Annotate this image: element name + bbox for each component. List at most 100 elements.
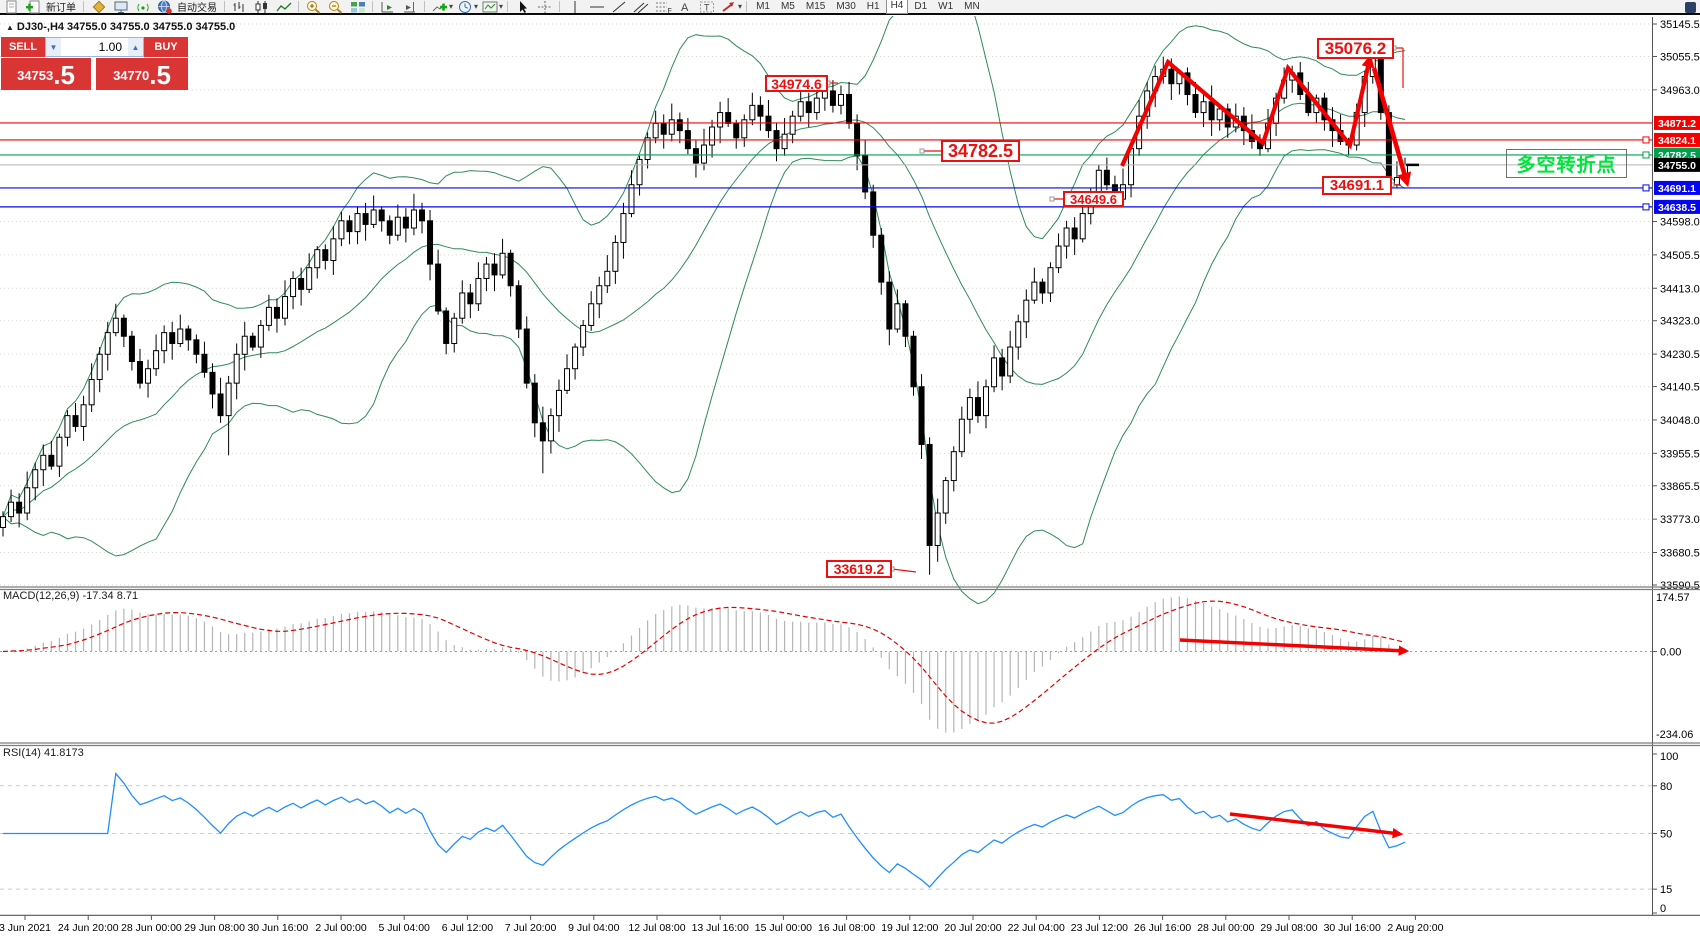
price-callout[interactable]: 34782.5	[941, 140, 1020, 162]
candle-body	[757, 104, 764, 117]
timeframe-button-mn[interactable]: MN	[964, 1, 980, 12]
tile-windows-icon[interactable]	[347, 0, 368, 13]
line-anchor-marker[interactable]	[1642, 203, 1650, 211]
price-callout[interactable]: 34649.6	[1063, 191, 1124, 207]
toolbar-separator	[298, 1, 299, 12]
indicators-button[interactable]	[429, 0, 450, 13]
collapse-icon[interactable]: ▲	[6, 23, 14, 32]
templates-button[interactable]	[479, 0, 500, 13]
templates-button-caret[interactable]: ▾	[499, 2, 504, 11]
zoom-out-icon[interactable]	[325, 0, 346, 14]
candle-body	[829, 90, 836, 106]
timeframe-button-w1[interactable]: W1	[938, 1, 954, 12]
candle-body	[805, 101, 812, 114]
rsi-axis-label: 15	[1660, 884, 1672, 896]
timeframe-button-h4[interactable]: H4	[885, 0, 909, 14]
window-menu-icon[interactable]	[1685, 2, 1696, 13]
channel-tool[interactable]	[630, 0, 651, 13]
periods-button-caret[interactable]: ▾	[474, 2, 479, 11]
timeframe-button-m15[interactable]: M15	[805, 1, 826, 12]
price-callout[interactable]: 34691.1	[1322, 176, 1392, 195]
indicators-button-caret[interactable]: ▾	[449, 2, 454, 11]
candle-body	[1168, 68, 1175, 85]
annotation-text[interactable]: 多空转折点	[1506, 149, 1627, 178]
line-anchor-marker[interactable]	[1642, 136, 1650, 144]
candle-body	[290, 278, 297, 298]
candle-body	[821, 90, 828, 99]
time-tick-label: 29 Jun 08:00	[184, 922, 245, 934]
axis-price-tag-label: 34871.2	[1658, 118, 1696, 130]
candle-body	[991, 357, 998, 388]
price-tick-label: 34505.5	[1660, 250, 1700, 262]
horizontal-line-tool[interactable]	[586, 0, 607, 13]
fibonacci-tool[interactable]: F	[652, 0, 673, 14]
candlestick-chart-icon[interactable]	[251, 0, 272, 13]
time-tick-label: 30 Jul 16:00	[1324, 922, 1381, 934]
timeframe-button-d1[interactable]: D1	[914, 1, 928, 12]
new-order-button[interactable]	[23, 0, 44, 13]
candle-body	[233, 353, 240, 384]
ask-price-display[interactable]: 34770.5	[96, 58, 188, 90]
candle-body	[733, 122, 740, 139]
new-order-button-label[interactable]: 新订单	[46, 3, 76, 14]
price-tag-icon[interactable]	[88, 0, 109, 13]
timeframe-button-m1[interactable]: M1	[756, 1, 770, 12]
price-callout[interactable]: 35076.2	[1317, 38, 1394, 59]
buy-button[interactable]: BUY	[144, 37, 188, 57]
bid-price-display[interactable]: 34753.5	[1, 58, 91, 90]
auto-trading-button[interactable]	[154, 0, 175, 14]
candle-body	[451, 317, 458, 344]
vertical-line-tool[interactable]	[564, 0, 585, 13]
arrows-tool[interactable]	[718, 0, 739, 13]
arrows-tool-caret[interactable]: ▾	[738, 2, 743, 11]
crosshair-tool[interactable]	[534, 0, 555, 13]
volume-decrease-button[interactable]: ▼	[46, 38, 61, 56]
candle-body	[24, 487, 31, 514]
zigzag-arrow[interactable]	[1120, 54, 1375, 167]
timeframe-button-h1[interactable]: H1	[866, 1, 880, 12]
auto-trading-button-label[interactable]: 自动交易	[177, 3, 217, 14]
price-callout[interactable]: 34974.6	[765, 75, 828, 92]
periods-button[interactable]	[454, 0, 475, 13]
line-chart-icon[interactable]	[273, 0, 294, 13]
line-anchor-marker[interactable]	[1642, 184, 1650, 192]
time-tick-label: 7 Jul 20:00	[505, 922, 557, 934]
auto-scroll-icon[interactable]	[377, 0, 398, 13]
time-tick-label: 26 Jul 16:00	[1134, 922, 1191, 934]
timeframe-button-m5[interactable]: M5	[780, 1, 795, 12]
price-tick-label: 33955.5	[1660, 448, 1700, 460]
signals-icon[interactable]	[132, 0, 153, 13]
zoom-in-icon[interactable]	[303, 0, 324, 14]
label-tool[interactable]: T	[696, 0, 717, 13]
toolbar-separator	[746, 1, 748, 12]
bar-chart-icon[interactable]	[229, 0, 250, 13]
candle-body	[410, 209, 417, 229]
volume-increase-button[interactable]: ▲	[128, 38, 143, 56]
candle-body	[846, 94, 853, 124]
document-icon[interactable]	[1, 0, 22, 13]
macd-axis-label: 174.57	[1656, 592, 1690, 604]
candle-body	[813, 97, 820, 114]
rsi-label: RSI(14) 41.8173	[3, 747, 84, 759]
candle-body	[966, 397, 973, 420]
candle-body	[427, 220, 434, 265]
line-anchor-marker[interactable]	[1642, 151, 1650, 159]
candle-body	[942, 480, 949, 514]
candle-body	[564, 368, 571, 391]
callout-stubs	[825, 45, 1404, 573]
trendline-tool[interactable]	[608, 0, 629, 13]
candle-body	[999, 357, 1006, 377]
volume-input[interactable]: 1.00	[98, 40, 122, 54]
terminal-icon[interactable]	[110, 0, 131, 13]
chart-shift-icon[interactable]	[399, 0, 420, 13]
cursor-tool[interactable]	[512, 0, 533, 13]
price-tick-label: 35145.5	[1660, 19, 1700, 31]
time-tick-label: 28 Jun 00:00	[121, 922, 182, 934]
candle-body	[789, 115, 796, 135]
candle-body	[136, 361, 143, 384]
price-callout[interactable]: 33619.2	[826, 560, 892, 578]
text-tool[interactable]: A	[674, 0, 695, 14]
sell-button[interactable]: SELL	[1, 37, 45, 57]
candle-body	[878, 234, 885, 283]
timeframe-button-m30[interactable]: M30	[836, 1, 856, 12]
